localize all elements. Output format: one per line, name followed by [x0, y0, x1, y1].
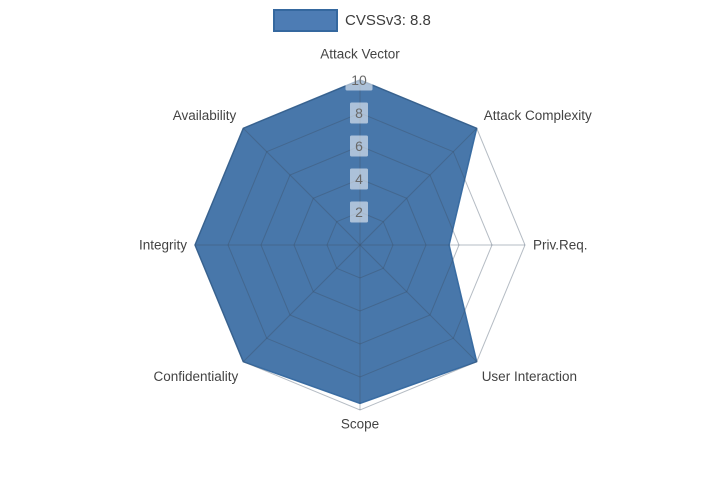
radial-tick-box-6 — [350, 135, 368, 157]
legend-item-cvssv3[interactable]: CVSSv3: 8.8 — [273, 9, 431, 32]
radial-tick-6: 6 — [355, 138, 363, 154]
radial-tick-box-4 — [350, 168, 368, 190]
axis-label-attack-vector: Attack Vector — [320, 47, 400, 62]
axis-label-availability: Availability — [173, 108, 237, 123]
axis-label-scope: Scope — [341, 417, 379, 432]
grid-ring-2 — [326, 211, 394, 279]
radar-series — [194, 79, 478, 405]
radar-grid — [194, 79, 526, 411]
axis-label-confidentiality: Confidentiality — [154, 369, 239, 384]
grid-spoke-availability — [242, 127, 361, 246]
legend-swatch — [273, 9, 338, 32]
radial-tick-box-10 — [345, 69, 373, 91]
grid-ring-10 — [194, 79, 526, 411]
radar-axis-labels: Attack Vector Attack Complexity Priv.Req. U… — [139, 47, 592, 432]
grid-spoke-attack-complexity — [359, 127, 478, 246]
grid-ring-4 — [293, 178, 427, 312]
radial-tick-2: 2 — [355, 204, 363, 220]
radial-tick-10: 10 — [351, 72, 367, 88]
radial-tick-box-8 — [350, 102, 368, 124]
radar-tick-labels: 2 4 6 8 10 — [345, 69, 373, 223]
radar-polygon-cvssv3-8-8 — [194, 79, 478, 405]
axis-label-user-interaction: User Interaction — [482, 369, 577, 384]
axis-label-integrity: Integrity — [139, 238, 187, 253]
axis-label-attack-complexity: Attack Complexity — [484, 108, 592, 123]
radial-tick-4: 4 — [355, 171, 363, 187]
grid-ring-6 — [260, 145, 460, 345]
axis-label-priv-req: Priv.Req. — [533, 238, 588, 253]
grid-spoke-confidentiality — [242, 244, 361, 363]
grid-ring-8 — [227, 112, 493, 378]
legend-label: CVSSv3: 8.8 — [345, 12, 431, 29]
grid-spoke-user-interaction — [359, 244, 478, 363]
radial-tick-box-2 — [350, 201, 368, 223]
radial-tick-8: 8 — [355, 105, 363, 121]
